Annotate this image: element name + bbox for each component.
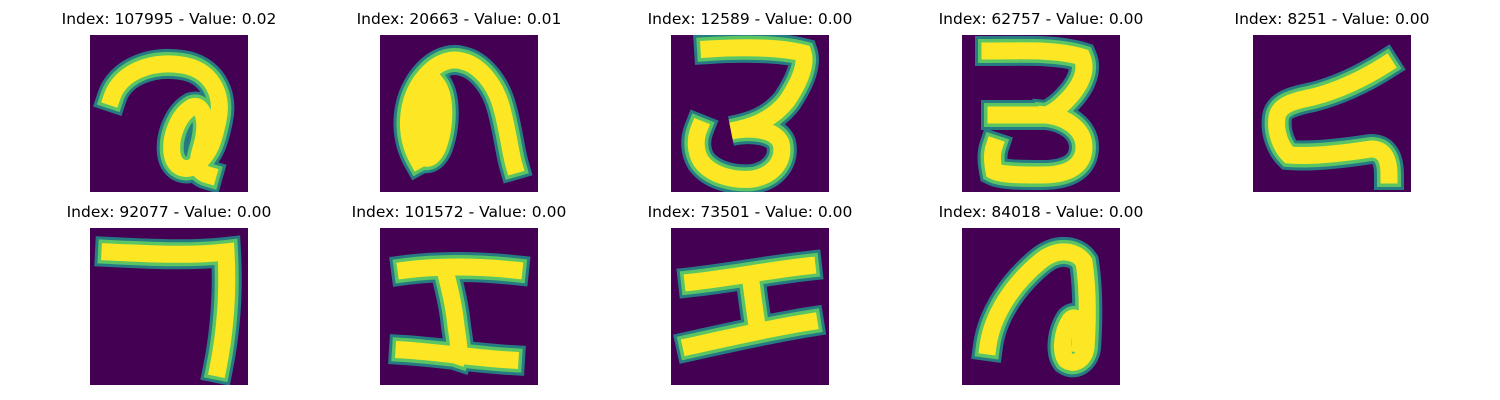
- glyph-stroke: [974, 35, 1100, 191]
- panel-8: Index: 73501 - Value: 0.00: [630, 200, 870, 386]
- glyph-stroke-layer: [101, 55, 228, 186]
- glyph-svg: [974, 35, 1100, 191]
- glyph-stroke: [388, 252, 531, 376]
- panel-2: Index: 20663 - Value: 0.01: [339, 7, 579, 193]
- panel-title: Index: 8251 - Value: 0.00: [1234, 10, 1430, 28]
- digit-image: [380, 35, 538, 192]
- glyph-svg: [1261, 44, 1406, 191]
- glyph-stroke: [93, 49, 235, 192]
- glyph-svg: [94, 235, 242, 385]
- glyph-svg: [388, 252, 531, 376]
- digit-image: [671, 228, 829, 385]
- panel-9: Index: 84018 - Value: 0.00: [921, 200, 1161, 386]
- panel-title: Index: 84018 - Value: 0.00: [938, 203, 1144, 221]
- panel-4: Index: 62757 - Value: 0.00: [921, 7, 1161, 193]
- glyph-stroke: [94, 235, 242, 385]
- panel-title: Index: 107995 - Value: 0.02: [61, 10, 277, 28]
- glyph-stroke-layer: [680, 256, 819, 357]
- glyph-stroke: [673, 249, 827, 364]
- glyph-stroke-layer: [101, 242, 236, 379]
- panel-title: Index: 62757 - Value: 0.00: [938, 10, 1144, 28]
- glyph-svg: [673, 249, 827, 364]
- panel-5: Index: 8251 - Value: 0.00: [1212, 7, 1452, 193]
- glyph-svg: [681, 35, 819, 192]
- digit-image: [962, 35, 1120, 192]
- glyph-svg: [93, 49, 235, 192]
- glyph-stroke: [393, 45, 533, 184]
- panel-7: Index: 101572 - Value: 0.00: [339, 200, 579, 386]
- digit-image: [671, 35, 829, 192]
- glyph-stroke-layer: [978, 243, 1096, 371]
- glyph-stroke-layer: [981, 42, 1093, 184]
- glyph-stroke: [1261, 44, 1406, 191]
- digit-image: [962, 228, 1120, 385]
- panel-title: Index: 20663 - Value: 0.01: [356, 10, 562, 28]
- panel-title: Index: 101572 - Value: 0.00: [351, 203, 567, 221]
- panel-1: Index: 107995 - Value: 0.02: [49, 7, 289, 193]
- glyph-stroke-layer: [1268, 53, 1398, 184]
- panel-title: Index: 73501 - Value: 0.00: [647, 203, 853, 221]
- panel-3: Index: 12589 - Value: 0.00: [630, 7, 870, 193]
- glyph-svg: [393, 45, 533, 184]
- glyph-stroke-layer: [405, 70, 453, 167]
- glyph-stroke: [971, 237, 1103, 378]
- glyph-stroke-layer: [394, 258, 524, 369]
- panel-6: Index: 92077 - Value: 0.00: [49, 200, 289, 386]
- digit-image: [90, 228, 248, 385]
- glyph-svg: [971, 237, 1103, 378]
- glyph-stroke-layer: [97, 238, 239, 383]
- glyph-stroke-layer: [687, 39, 813, 188]
- digit-image: [380, 228, 538, 385]
- glyph-stroke: [681, 35, 819, 192]
- digit-image: [1253, 35, 1411, 192]
- panel-title: Index: 12589 - Value: 0.00: [647, 10, 853, 28]
- panel-title: Index: 92077 - Value: 0.00: [66, 203, 272, 221]
- digit-image: [90, 35, 248, 192]
